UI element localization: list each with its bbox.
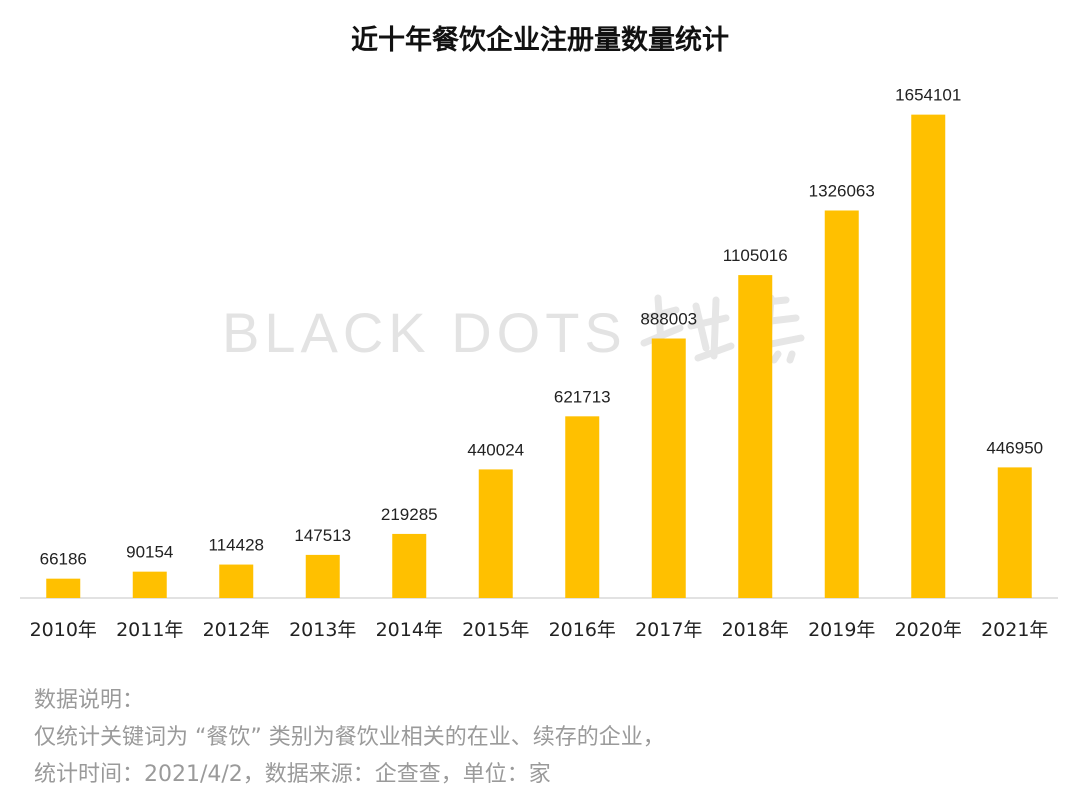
bar-2014年 (392, 533, 427, 598)
data-label: 440024 (467, 440, 524, 459)
x-tick-label: 2017年 (635, 619, 702, 641)
data-label: 446950 (986, 438, 1043, 457)
bar-2010年 (46, 578, 81, 598)
data-label: 621713 (554, 387, 611, 406)
data-label: 1105016 (723, 246, 788, 265)
bar-2021年 (997, 467, 1032, 598)
x-tick-label: 2013年 (289, 619, 356, 641)
x-tick-label: 2014年 (376, 619, 443, 641)
data-label: 1654101 (895, 86, 961, 105)
bar-2020年 (911, 114, 946, 598)
x-tick-label: 2019年 (808, 619, 875, 641)
x-tick-label: 2021年 (981, 619, 1048, 641)
bar-2011年 (132, 571, 167, 598)
data-label: 147513 (294, 526, 351, 545)
bar-2017年 (651, 338, 686, 598)
data-label: 1326063 (809, 181, 875, 200)
bar-2012年 (219, 564, 254, 598)
data-label: 66186 (40, 550, 87, 569)
bar-2018年 (738, 275, 773, 598)
bar-2015年 (478, 469, 513, 598)
watermark-text: BLACK DOTS (222, 301, 627, 364)
x-tick-label: 2010年 (30, 619, 97, 641)
x-tick-label: 2012年 (203, 619, 270, 641)
bar-2019年 (824, 210, 859, 598)
x-tick-label: 2015年 (462, 619, 529, 641)
x-tick-label: 2018年 (722, 619, 789, 641)
notes-line-1: 仅统计关键词为 “餐饮” 类别为餐饮业相关的在业、续存的企业， (34, 725, 665, 750)
notes-line-2: 统计时间：2021/4/2，数据来源：企查查，单位：家 (34, 762, 551, 787)
data-label: 90154 (126, 543, 173, 562)
bar-2016年 (565, 416, 600, 598)
x-tick-label: 2011年 (116, 619, 183, 641)
notes-heading: 数据说明： (34, 688, 145, 713)
data-label: 114428 (209, 536, 264, 555)
data-notes: 数据说明： 仅统计关键词为 “餐饮” 类别为餐饮业相关的在业、续存的企业， 统计… (34, 682, 665, 793)
x-tick-label: 2020年 (895, 619, 962, 641)
data-label: 219285 (381, 505, 438, 524)
bar-2013年 (305, 554, 340, 598)
chart-title: 近十年餐饮企业注册量数量统计 (351, 25, 729, 56)
data-label: 888003 (640, 310, 697, 329)
x-tick-label: 2016年 (549, 619, 616, 641)
